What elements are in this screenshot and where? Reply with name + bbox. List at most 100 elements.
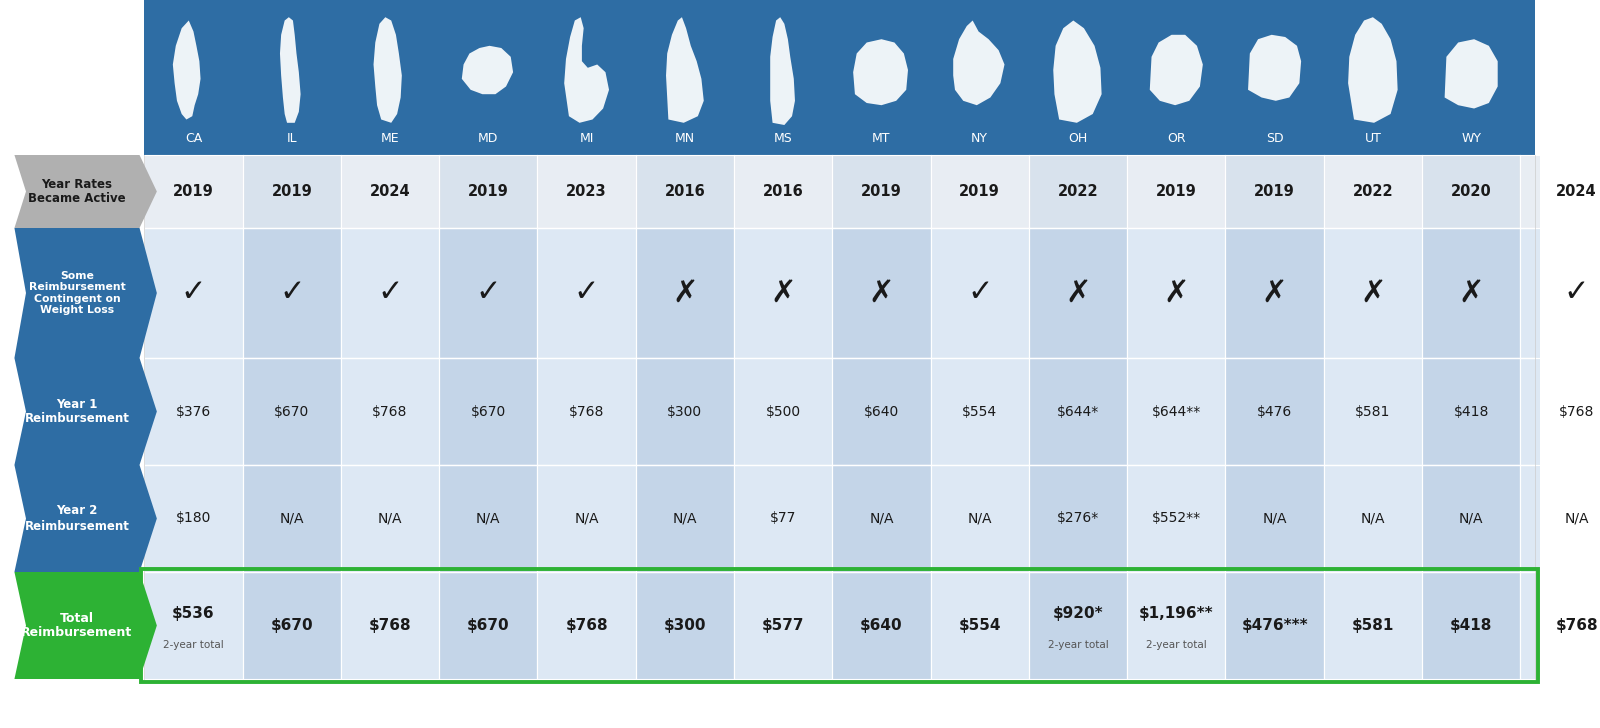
FancyBboxPatch shape: [832, 228, 931, 358]
Text: N/A: N/A: [1360, 512, 1386, 526]
Text: 2019: 2019: [1254, 184, 1294, 199]
FancyBboxPatch shape: [341, 572, 438, 679]
FancyBboxPatch shape: [341, 358, 438, 465]
Text: MS: MS: [774, 132, 792, 146]
FancyBboxPatch shape: [438, 358, 538, 465]
FancyBboxPatch shape: [538, 358, 635, 465]
FancyBboxPatch shape: [1520, 228, 1600, 358]
Text: $476***: $476***: [1242, 618, 1307, 633]
FancyBboxPatch shape: [1126, 572, 1226, 679]
FancyBboxPatch shape: [438, 572, 538, 679]
FancyBboxPatch shape: [1323, 465, 1422, 572]
Text: $768: $768: [368, 618, 411, 633]
Text: 2024: 2024: [1557, 184, 1597, 199]
Text: N/A: N/A: [378, 512, 402, 526]
FancyBboxPatch shape: [1126, 228, 1226, 358]
FancyBboxPatch shape: [538, 155, 635, 228]
FancyBboxPatch shape: [144, 358, 243, 465]
Text: $1,196**: $1,196**: [1139, 606, 1214, 621]
FancyBboxPatch shape: [635, 228, 734, 358]
FancyBboxPatch shape: [243, 155, 341, 228]
Text: $418: $418: [1453, 405, 1490, 419]
Text: 2019: 2019: [467, 184, 509, 199]
Text: $768: $768: [1555, 618, 1598, 633]
Text: $476: $476: [1258, 405, 1293, 419]
FancyBboxPatch shape: [438, 228, 538, 358]
Text: $554: $554: [962, 405, 997, 419]
Text: $640: $640: [861, 618, 902, 633]
Text: Total
Reimbursement: Total Reimbursement: [21, 612, 133, 639]
Text: UT: UT: [1365, 132, 1381, 146]
Text: $276*: $276*: [1058, 512, 1099, 526]
Text: Year 1
Reimbursement: Year 1 Reimbursement: [24, 397, 130, 425]
Text: $768: $768: [1558, 405, 1594, 419]
Text: ✓: ✓: [574, 279, 600, 307]
Polygon shape: [1349, 17, 1398, 123]
Text: $500: $500: [766, 405, 800, 419]
FancyBboxPatch shape: [1323, 358, 1422, 465]
Text: $418: $418: [1450, 618, 1493, 633]
FancyBboxPatch shape: [635, 155, 734, 228]
Text: ✗: ✗: [1360, 279, 1386, 307]
FancyBboxPatch shape: [438, 155, 538, 228]
Text: ✓: ✓: [278, 279, 304, 307]
Text: ✗: ✗: [869, 279, 894, 307]
Text: $640: $640: [864, 405, 899, 419]
Text: $77: $77: [770, 512, 797, 526]
Text: $581: $581: [1355, 405, 1390, 419]
FancyBboxPatch shape: [1520, 572, 1600, 679]
Polygon shape: [173, 20, 200, 119]
FancyBboxPatch shape: [1226, 465, 1323, 572]
FancyBboxPatch shape: [144, 465, 243, 572]
Text: N/A: N/A: [1262, 512, 1286, 526]
FancyBboxPatch shape: [931, 572, 1029, 679]
FancyBboxPatch shape: [1422, 358, 1520, 465]
Text: 2020: 2020: [1451, 184, 1491, 199]
Text: CA: CA: [186, 132, 202, 146]
Text: $768: $768: [373, 405, 408, 419]
Text: $581: $581: [1352, 618, 1394, 633]
Text: NY: NY: [971, 132, 989, 146]
Text: $644**: $644**: [1152, 405, 1202, 419]
FancyBboxPatch shape: [1029, 465, 1126, 572]
FancyBboxPatch shape: [1323, 228, 1422, 358]
FancyBboxPatch shape: [931, 358, 1029, 465]
FancyBboxPatch shape: [1323, 572, 1422, 679]
FancyBboxPatch shape: [635, 358, 734, 465]
FancyBboxPatch shape: [1029, 228, 1126, 358]
Text: ✓: ✓: [1563, 279, 1589, 307]
Text: N/A: N/A: [968, 512, 992, 526]
FancyBboxPatch shape: [931, 155, 1029, 228]
Text: N/A: N/A: [1459, 512, 1483, 526]
Text: MN: MN: [675, 132, 694, 146]
Text: OH: OH: [1069, 132, 1088, 146]
Text: $670: $670: [274, 405, 309, 419]
Text: $670: $670: [270, 618, 314, 633]
Polygon shape: [565, 17, 610, 123]
Text: N/A: N/A: [672, 512, 698, 526]
Text: N/A: N/A: [869, 512, 894, 526]
Polygon shape: [14, 465, 157, 572]
Text: $768: $768: [570, 405, 605, 419]
Polygon shape: [770, 17, 795, 125]
Text: N/A: N/A: [280, 512, 304, 526]
Text: $577: $577: [762, 618, 805, 633]
Text: $552**: $552**: [1152, 512, 1202, 526]
Text: 2-year total: 2-year total: [1146, 641, 1206, 651]
Polygon shape: [1445, 39, 1498, 108]
FancyBboxPatch shape: [931, 228, 1029, 358]
FancyBboxPatch shape: [832, 465, 931, 572]
FancyBboxPatch shape: [144, 228, 243, 358]
FancyBboxPatch shape: [243, 228, 341, 358]
Polygon shape: [954, 20, 1005, 106]
Text: ✓: ✓: [378, 279, 403, 307]
Text: ✓: ✓: [475, 279, 501, 307]
FancyBboxPatch shape: [1226, 572, 1323, 679]
Text: $644*: $644*: [1058, 405, 1099, 419]
Polygon shape: [14, 228, 157, 358]
FancyBboxPatch shape: [1323, 155, 1422, 228]
FancyBboxPatch shape: [1029, 358, 1126, 465]
FancyBboxPatch shape: [144, 572, 243, 679]
Text: $300: $300: [667, 405, 702, 419]
Text: Medicare
Diabetes
Prevention
Program
(MDPP): Medicare Diabetes Prevention Program (MD…: [1546, 43, 1600, 103]
